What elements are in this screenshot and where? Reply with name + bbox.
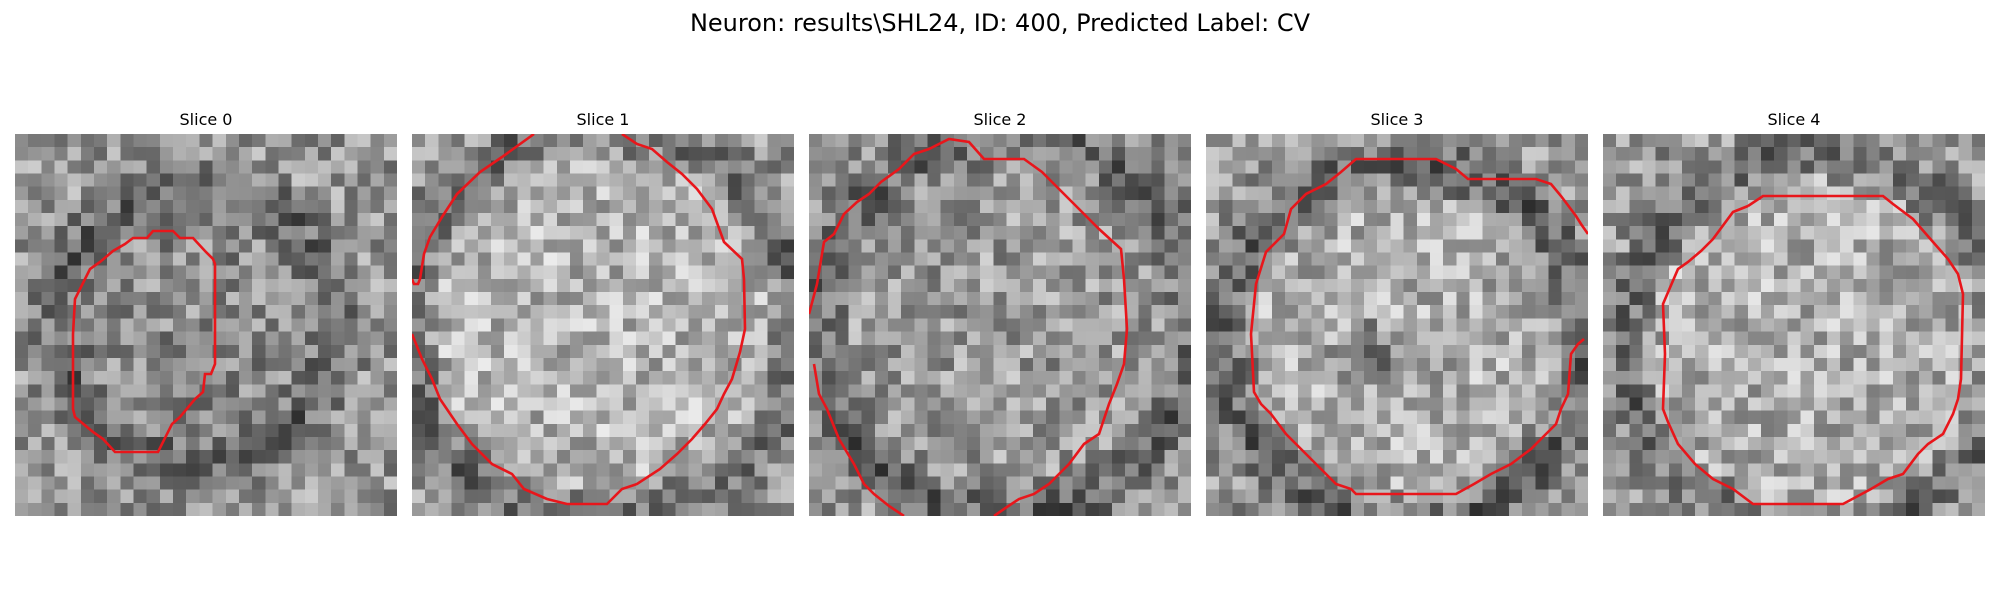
slice-title-4: Slice 4	[1767, 110, 1821, 129]
slice-panel-2: Slice 2	[809, 110, 1191, 516]
slice-panel-0: Slice 0	[15, 110, 397, 516]
slice-panel-4: Slice 4	[1603, 110, 1985, 516]
figure-title: Neuron: results\SHL24, ID: 400, Predicte…	[689, 9, 1311, 37]
slice-image-2	[809, 134, 1191, 516]
slice-panel-3: Slice 3	[1206, 110, 1588, 516]
slice-panel-1: Slice 1	[412, 110, 794, 516]
slice-title-3: Slice 3	[1370, 110, 1424, 129]
slice-image-3	[1206, 134, 1588, 516]
slice-title-1: Slice 1	[576, 110, 630, 129]
slice-image-4	[1603, 134, 1985, 516]
slice-title-0: Slice 0	[179, 110, 233, 129]
slice-image-0	[15, 134, 397, 516]
slice-image-1	[412, 134, 794, 516]
slice-title-2: Slice 2	[973, 110, 1027, 129]
